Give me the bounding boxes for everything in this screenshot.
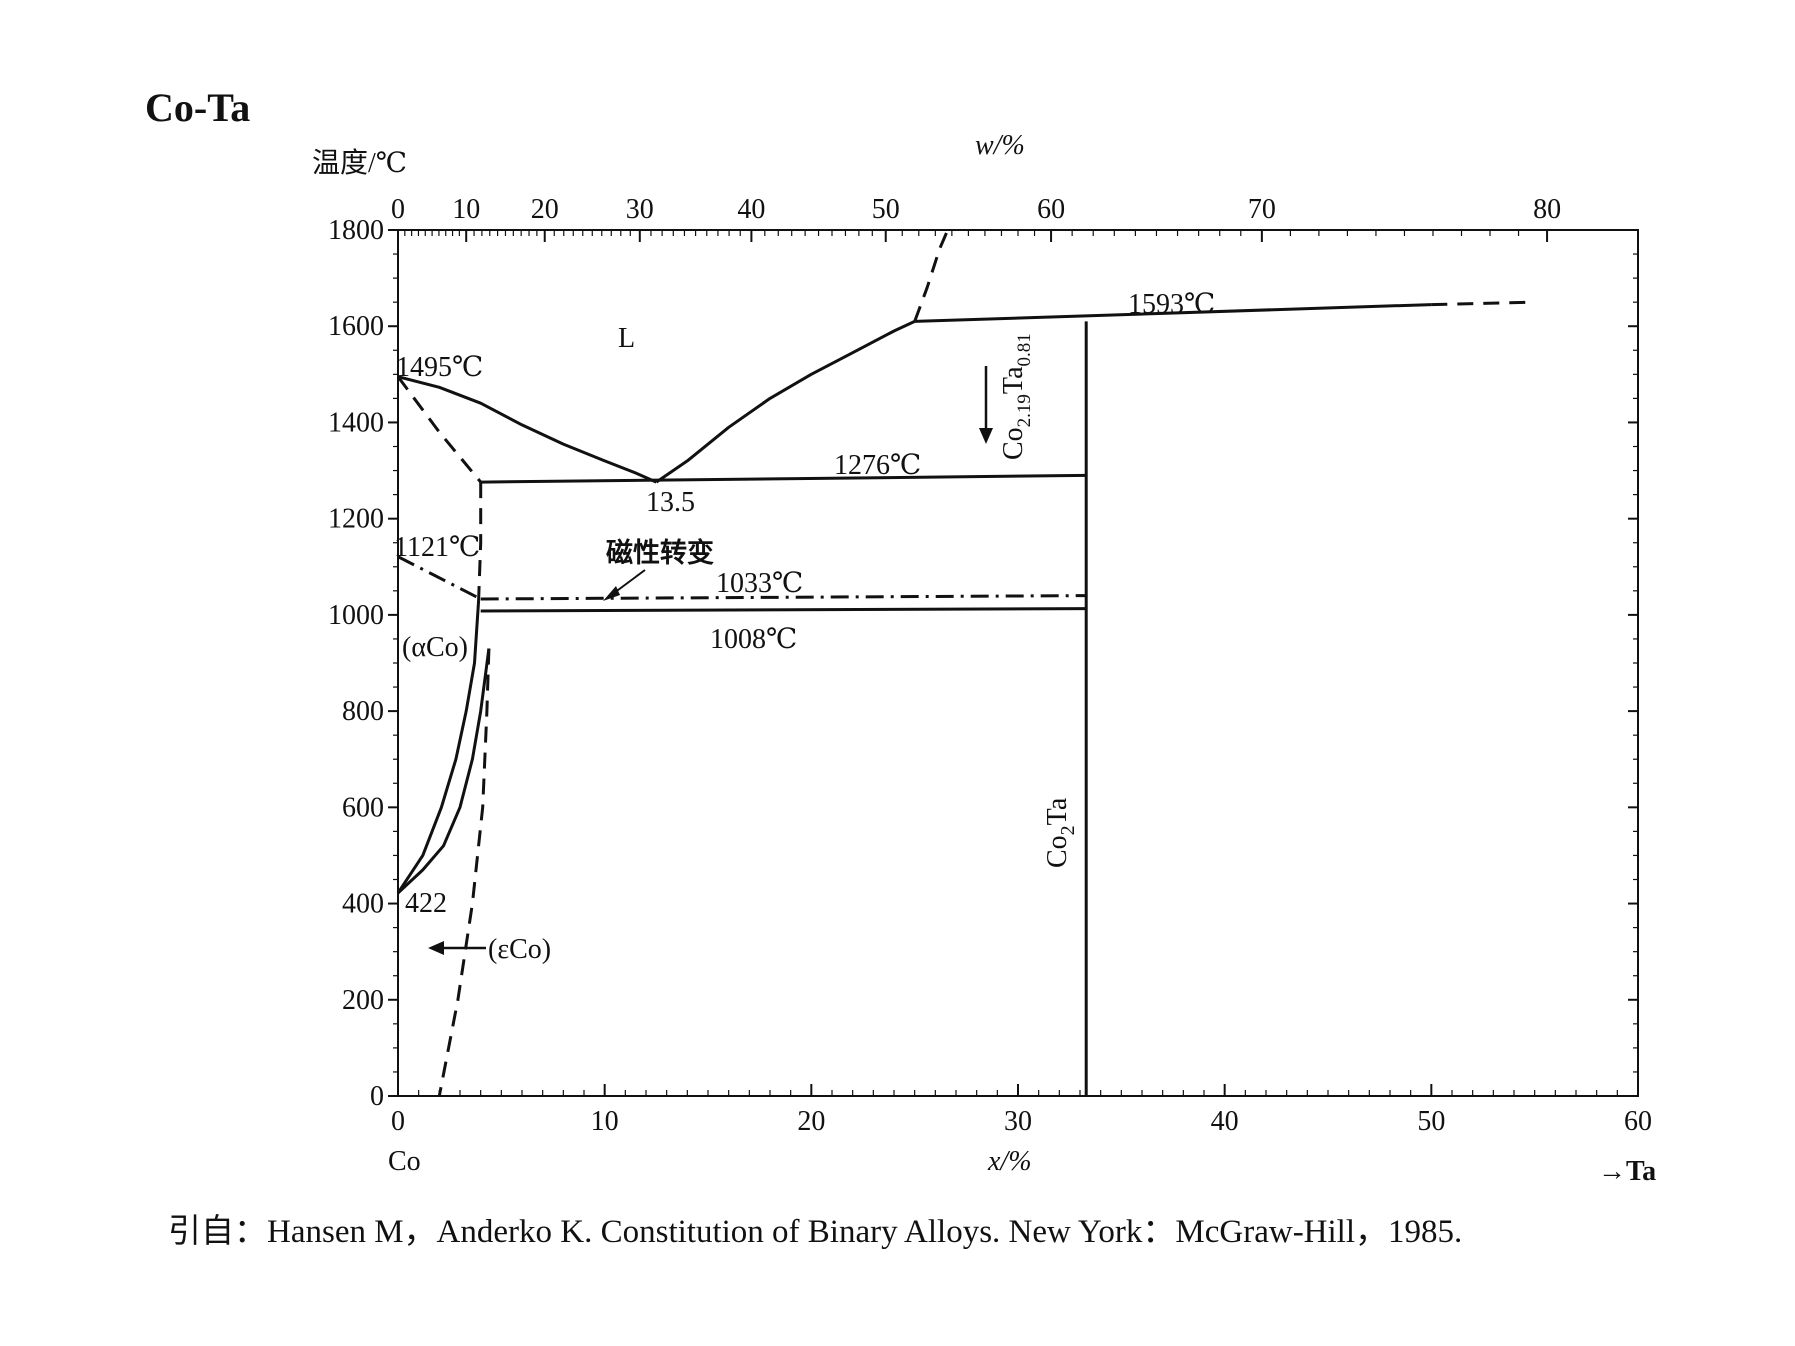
boundary-solidus-alphaCo — [396, 375, 482, 484]
y-tick-label: 600 — [342, 792, 384, 823]
top-tick-label: 40 — [737, 194, 765, 225]
top-tick-label: 50 — [872, 194, 900, 225]
co219ta081-down-arrow — [979, 366, 993, 444]
annotation-1121: 1121℃ — [394, 532, 480, 563]
boundary-epsilonCo-solvus — [437, 648, 491, 1097]
top-tick-label: 60 — [1037, 194, 1065, 225]
top-tick-label: 70 — [1248, 194, 1276, 225]
annotation-1276: 1276℃ — [834, 450, 921, 481]
annotation-magnetic-transition: 磁性转变 — [606, 537, 714, 569]
y-tick-label: 800 — [342, 696, 384, 727]
boundary-magnetic-1033 — [480, 594, 1087, 601]
boundary-alphaCo-solvus — [477, 482, 483, 601]
annotation-422: 422 — [405, 888, 447, 919]
y-tick-label: 1200 — [328, 504, 384, 535]
y-tick-label: 0 — [370, 1081, 384, 1112]
epsilon-co-arrow — [428, 941, 486, 955]
annotation-1495: 1495℃ — [396, 352, 483, 383]
right-element-label: →Ta — [1598, 1156, 1656, 1187]
top-tick-label: 10 — [452, 194, 480, 225]
top-tick-label: 80 — [1533, 194, 1561, 225]
y-tick-label: 1800 — [328, 215, 384, 246]
boundary-liquidus-upper — [913, 229, 950, 322]
phase-label-co219ta081: Co2.19Ta0.81 — [998, 333, 1035, 460]
svg-text:Co2Ta: Co2Ta — [1042, 797, 1079, 868]
annotation-1593: 1593℃ — [1128, 289, 1215, 320]
boundary-peritectic-1593-ext — [1431, 300, 1535, 307]
x-tick-label: 10 — [591, 1106, 619, 1137]
boundary-alphaCo-boundary-outer — [396, 600, 481, 894]
boundary-eutectic-1276 — [480, 473, 1087, 484]
boundary-liquidus-right — [655, 320, 916, 484]
phase-label-epsilon-co: (εCo) — [488, 934, 551, 965]
top-tick-label: 20 — [531, 194, 559, 225]
y-tick-label: 1400 — [328, 407, 384, 438]
phase-boundaries — [396, 229, 1535, 1097]
boundary-peritectic-1593 — [914, 303, 1432, 323]
top-tick-label: 0 — [391, 194, 405, 225]
x-tick-label: 60 — [1624, 1106, 1652, 1137]
top-axis-title: w/% — [975, 130, 1025, 161]
magnetic-transition-arrow — [603, 569, 646, 601]
phase-label-liquid: L — [618, 323, 635, 354]
annotation-1008: 1008℃ — [710, 624, 797, 655]
citation: 引自：Hansen M，Anderko K. Constitution of B… — [168, 1214, 1463, 1250]
top-tick-label: 30 — [626, 194, 654, 225]
x-tick-label: 20 — [797, 1106, 825, 1137]
y-tick-label: 200 — [342, 985, 384, 1016]
x-tick-label: 30 — [1004, 1106, 1032, 1137]
boundary-alphaCo-boundary-inner — [396, 648, 491, 895]
annotation-eutectic-13-5: 13.5 — [646, 487, 695, 518]
y-axis-title: 温度/℃ — [312, 147, 407, 179]
x-tick-label: 50 — [1417, 1106, 1445, 1137]
y-tick-label: 1600 — [328, 311, 384, 342]
diagram-title: Co-Ta — [145, 85, 251, 130]
x-tick-label: 0 — [391, 1106, 405, 1137]
svg-text:Co2.19Ta0.81: Co2.19Ta0.81 — [998, 333, 1035, 460]
boundary-magnetic-1121 — [397, 555, 482, 601]
bottom-axis-title: x/% — [987, 1146, 1032, 1177]
boundary-liquidus-left — [397, 375, 657, 484]
phase-label-co2ta: Co2Ta — [1042, 797, 1079, 868]
y-tick-label: 1000 — [328, 600, 384, 631]
phase-label-alpha-co: (αCo) — [402, 632, 468, 663]
y-tick-label: 400 — [342, 889, 384, 920]
boundary-eutectoid-1008 — [480, 607, 1087, 613]
annotation-1033: 1033℃ — [716, 568, 803, 599]
x-tick-label: 40 — [1211, 1106, 1239, 1137]
left-element-label: Co — [388, 1146, 421, 1177]
